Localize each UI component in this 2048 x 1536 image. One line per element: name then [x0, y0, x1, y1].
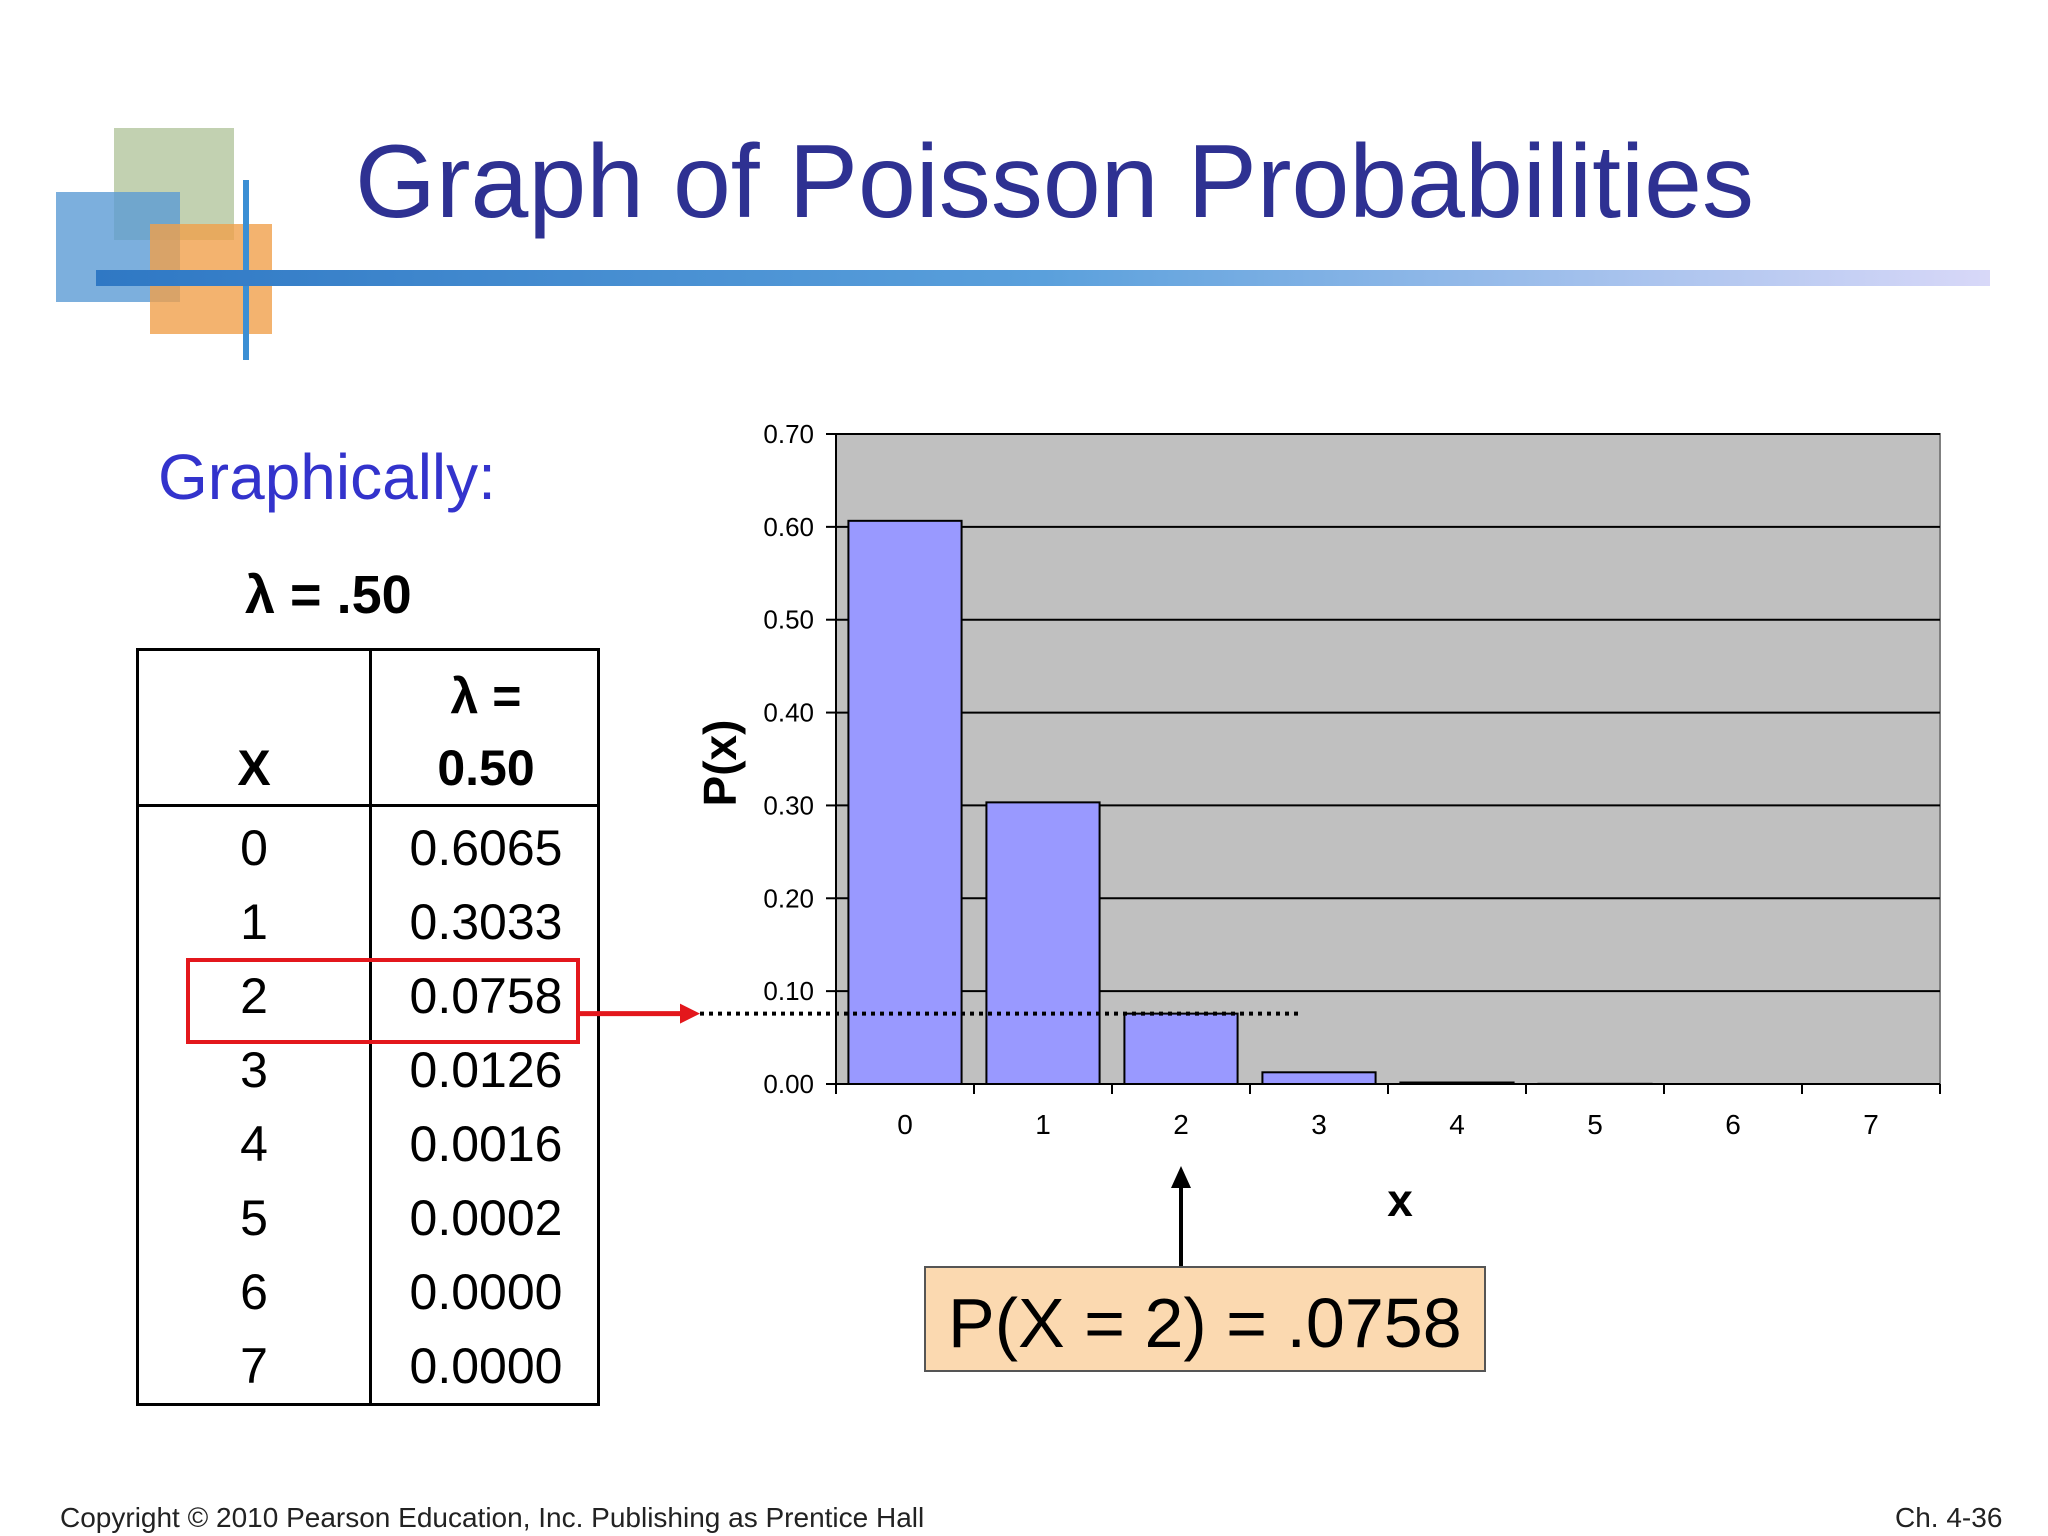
cell-prob: 0.0016 — [409, 1116, 563, 1172]
x-tick-label: 0 — [897, 1109, 913, 1140]
y-tick-label: 0.30 — [763, 790, 814, 820]
title-underline — [96, 270, 1990, 286]
cell-x: 2 — [240, 968, 268, 1024]
cell-x: 3 — [240, 1042, 268, 1098]
cell-prob: 0.0758 — [409, 968, 563, 1024]
header-x: X — [237, 740, 271, 796]
callout-text: P(X = 2) = .0758 — [948, 1284, 1462, 1362]
table-row: 2 0.0758 — [139, 959, 597, 1033]
cell-x: 4 — [240, 1116, 268, 1172]
table-row: 0 0.6065 — [139, 811, 597, 885]
cell-prob: 0.0002 — [409, 1190, 563, 1246]
table-column-divider — [369, 651, 372, 1403]
bar — [847, 519, 963, 1085]
y-tick-label: 0.70 — [763, 419, 814, 449]
cell-x: 5 — [240, 1190, 268, 1246]
footer-copyright: Copyright © 2010 Pearson Education, Inc.… — [60, 1502, 925, 1533]
table-row: 4 0.0016 — [139, 1107, 597, 1181]
y-tick-label: 0.20 — [763, 883, 814, 913]
bar — [985, 801, 1101, 1085]
y-tick-label: 0.00 — [763, 1069, 814, 1099]
table-row: 1 0.3033 — [139, 885, 597, 959]
y-tick-label: 0.10 — [763, 976, 814, 1006]
page-title: Graph of Poisson Probabilities — [355, 124, 1754, 240]
cell-prob: 0.3033 — [409, 894, 563, 950]
black-arrow-head — [1171, 1166, 1191, 1188]
y-tick-label: 0.60 — [763, 512, 814, 542]
cell-x: 0 — [240, 820, 268, 876]
header-lambda-line2: 0.50 — [437, 740, 535, 796]
x-tick-label: 4 — [1449, 1109, 1465, 1140]
y-tick-label: 0.50 — [763, 605, 814, 635]
subtitle: Graphically: — [158, 441, 496, 513]
bar — [1123, 1012, 1239, 1085]
x-tick-label: 2 — [1173, 1109, 1189, 1140]
callout-box: P(X = 2) = .0758 — [924, 1266, 1486, 1372]
footer-page-number: Ch. 4-36 — [1895, 1502, 2003, 1533]
table-row: 5 0.0002 — [139, 1181, 597, 1255]
table-header: X λ = 0.50 — [139, 651, 597, 807]
cell-prob: 0.0000 — [409, 1264, 563, 1320]
lambda-label: λ = .50 — [245, 565, 412, 625]
table-row: 7 0.0000 — [139, 1329, 597, 1403]
probability-table: X λ = 0.50 0 0.6065 1 0.3033 2 0.0758 3 … — [136, 648, 600, 1406]
x-axis-title: x — [1387, 1174, 1413, 1226]
cell-prob: 0.0126 — [409, 1042, 563, 1098]
table-row: 6 0.0000 — [139, 1255, 597, 1329]
table-row: 3 0.0126 — [139, 1033, 597, 1107]
highlight-row-box — [186, 958, 580, 1044]
y-axis-title: P(x) — [694, 720, 746, 807]
cell-x: 7 — [240, 1338, 268, 1394]
header-lambda-line1: λ = — [450, 668, 522, 724]
cell-x: 6 — [240, 1264, 268, 1320]
x-tick-label: 6 — [1725, 1109, 1741, 1140]
x-tick-label: 3 — [1311, 1109, 1327, 1140]
x-tick-label: 1 — [1035, 1109, 1051, 1140]
cell-x: 1 — [240, 894, 268, 950]
x-tick-label: 7 — [1863, 1109, 1879, 1140]
bar — [1261, 1071, 1377, 1086]
y-tick-label: 0.40 — [763, 698, 814, 728]
cell-prob: 0.6065 — [409, 820, 563, 876]
red-arrow-head — [680, 1003, 700, 1024]
x-tick-label: 5 — [1587, 1109, 1603, 1140]
cell-prob: 0.0000 — [409, 1338, 563, 1394]
